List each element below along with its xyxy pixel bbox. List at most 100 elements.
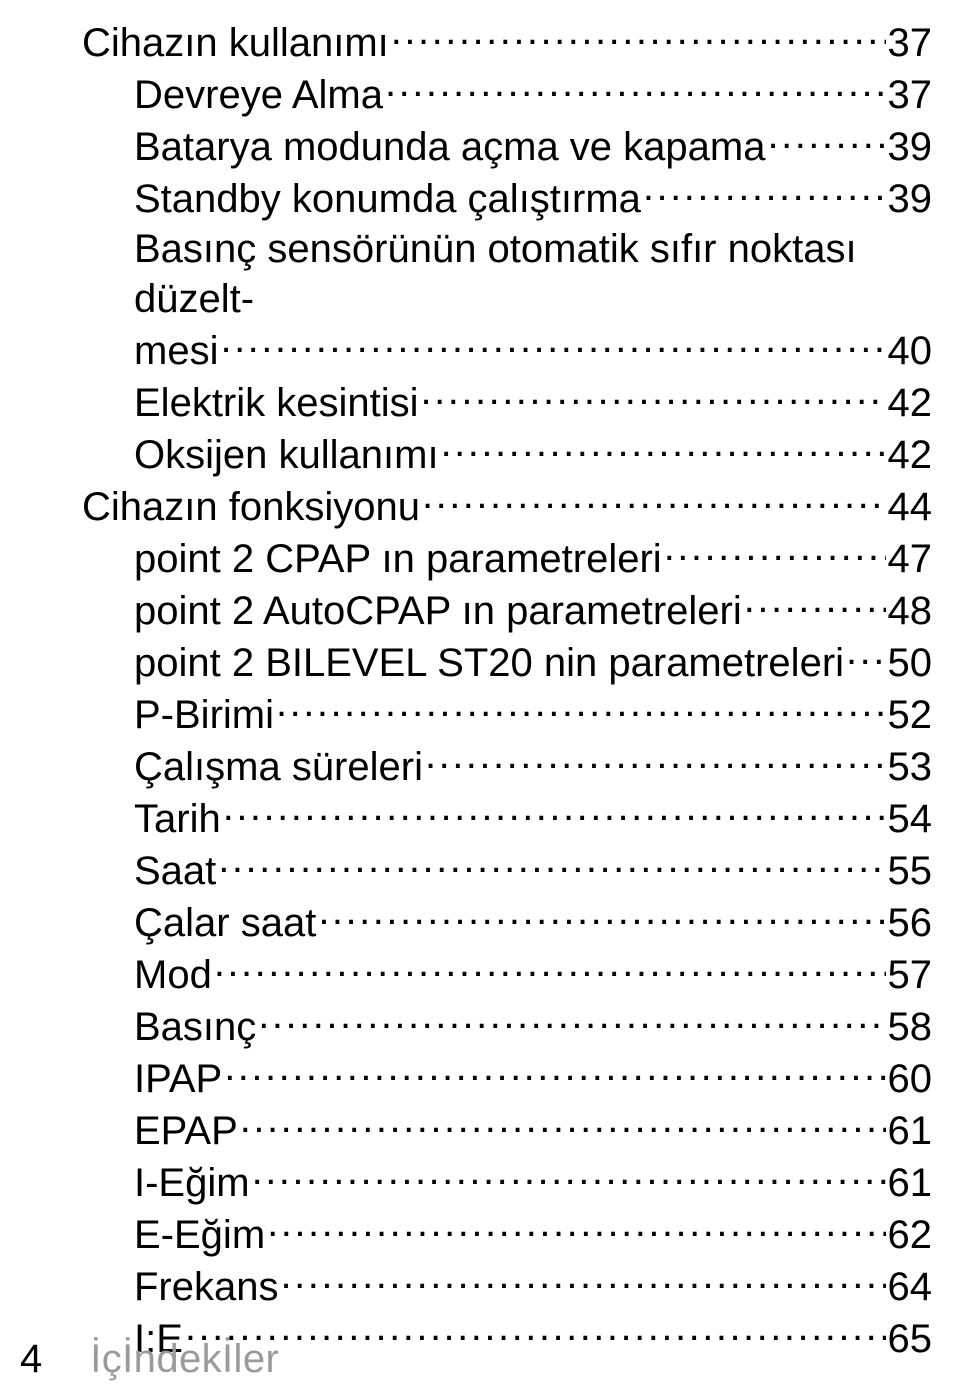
toc-entry: Mod 57 [82,948,932,1000]
toc-label: Devreye Alma [134,70,383,120]
toc-leader [214,948,886,988]
toc-label: Cihazın fonksiyonu [82,482,420,532]
toc-entry: Batarya modunda açma ve kapama 39 [82,120,932,172]
toc-entry: Devreye Alma 37 [82,68,932,120]
toc-entry: Cihazın fonksiyonu 44 [82,480,932,532]
toc-label-cont: mesi [134,326,218,376]
toc-page: 65 [888,1314,933,1364]
toc-entry: Çalar saat 56 [82,896,932,948]
toc-leader [185,1312,886,1352]
toc-label: E-Eğim [134,1210,265,1260]
toc-page: 37 [888,18,933,68]
toc-page: 61 [888,1158,933,1208]
toc-page: 42 [888,378,933,428]
toc-page: 60 [888,1054,933,1104]
toc-entry: Standby konumda çalıştırma 39 [82,172,932,224]
toc-page: 40 [888,326,933,376]
toc-list: Cihazın kullanımı37Devreye Alma37Batarya… [82,16,932,1364]
toc-entry: Basınç sensörünün otomatik sıfır noktası… [82,224,932,324]
toc-entry: E-Eğim 62 [82,1208,932,1260]
toc-leader [224,1052,885,1092]
toc-leader [385,68,886,108]
toc-page: 57 [888,950,933,1000]
toc-entry: Frekans 64 [82,1260,932,1312]
toc-label: Standby konumda çalıştırma [134,174,641,224]
toc-leader [643,172,886,212]
toc-page: 42 [888,430,933,480]
toc-leader [240,1104,886,1144]
toc-entry: Saat 55 [82,844,932,896]
toc-label: Çalar saat [134,898,316,948]
toc-page: 50 [888,638,933,688]
toc-page: 53 [888,742,933,792]
toc-label: Frekans [134,1262,279,1312]
toc-label: Batarya modunda açma ve kapama [134,122,765,172]
toc-leader [441,428,886,468]
toc-label: point 2 CPAP ın parametreleri [134,534,662,584]
toc-leader [220,324,885,364]
toc-label: I-Eğim [134,1158,250,1208]
toc-page: 55 [888,846,933,896]
toc-page: 44 [888,482,933,532]
toc-leader [318,896,885,936]
page: Cihazın kullanımı37Devreye Alma37Batarya… [0,0,960,1396]
toc-leader [425,740,886,780]
toc-leader [252,1156,886,1196]
toc-page: 62 [888,1210,933,1260]
toc-entry: Çalışma süreleri 53 [82,740,932,792]
toc-label: Basınç [134,1002,256,1052]
footer-title: İçİndekİler [90,1337,279,1382]
toc-label: Mod [134,950,212,1000]
toc-leader [258,1000,885,1040]
toc-leader [281,1260,886,1300]
footer: 4 İçİndekİler [20,1337,279,1382]
toc-page: 39 [888,122,933,172]
toc-leader [223,792,886,832]
toc-page: 56 [888,898,933,948]
toc-label: point 2 BILEVEL ST20 nin parametreleri [134,638,844,688]
toc-page: 52 [888,690,933,740]
toc-label: IPAP [134,1054,222,1104]
toc-leader [744,584,886,624]
toc-leader [421,376,886,416]
toc-label: Oksijen kullanımı [134,430,439,480]
toc-page: 37 [888,70,933,120]
toc-label: Elektrik kesintisi [134,378,419,428]
toc-page: 58 [888,1002,933,1052]
toc-leader [276,688,886,728]
toc-page: 61 [888,1106,933,1156]
toc-label: P-Birimi [134,690,274,740]
toc-page: 39 [888,174,933,224]
toc-entry: P-Birimi 52 [82,688,932,740]
toc-leader [267,1208,885,1248]
toc-entry: point 2 BILEVEL ST20 nin parametreleri 50 [82,636,932,688]
toc-label: EPAP [134,1106,238,1156]
toc-leader [664,532,886,572]
toc-leader [218,844,885,884]
toc-entry: point 2 AutoCPAP ın parametreleri 48 [82,584,932,636]
toc-entry-cont: mesi 40 [82,324,932,376]
toc-label: Çalışma süreleri [134,742,423,792]
toc-leader [846,636,885,676]
toc-leader [391,16,886,56]
toc-leader [767,120,885,160]
toc-entry: I-Eğim 61 [82,1156,932,1208]
toc-entry: EPAP 61 [82,1104,932,1156]
toc-entry: Tarih 54 [82,792,932,844]
toc-label: point 2 AutoCPAP ın parametreleri [134,586,742,636]
toc-entry: point 2 CPAP ın parametreleri 47 [82,532,932,584]
toc-label: Cihazın kullanımı [82,18,389,68]
toc-page: 47 [888,534,933,584]
toc-page: 64 [888,1262,933,1312]
toc-label: Saat [134,846,216,896]
toc-page: 48 [888,586,933,636]
toc-page: 54 [888,794,933,844]
toc-entry: IPAP 60 [82,1052,932,1104]
toc-label: Basınç sensörünün otomatik sıfır noktası… [134,227,857,321]
toc-entry: Basınç 58 [82,1000,932,1052]
toc-leader [422,480,886,520]
toc-label: Tarih [134,794,221,844]
toc-entry: Oksijen kullanımı 42 [82,428,932,480]
toc-entry: Cihazın kullanımı 37 [82,16,932,68]
page-number: 4 [20,1337,42,1382]
